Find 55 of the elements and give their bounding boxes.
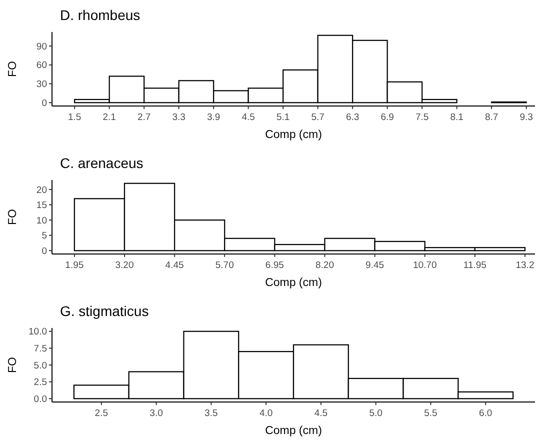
x-tick-label: 3.3 (172, 112, 186, 123)
x-tick-label: 1.5 (68, 112, 82, 123)
x-tick-label: 6.95 (265, 260, 284, 271)
y-tick-label: 2.5 (34, 377, 47, 388)
y-tick-label: 90 (36, 41, 47, 52)
x-tick-label: 8.1 (450, 112, 464, 123)
x-axis-title: Comp (cm) (265, 129, 322, 141)
x-axis-title: Comp (cm) (265, 425, 322, 437)
x-tick-label: 3.20 (115, 260, 134, 271)
x-tick-label: 5.70 (215, 260, 234, 271)
x-tick-label: 8.20 (315, 260, 334, 271)
x-tick-label: 4.5 (314, 408, 328, 419)
x-tick-label: 9.45 (366, 260, 384, 271)
y-tick-label: 0.0 (34, 394, 47, 405)
y-tick-label: 20 (36, 184, 47, 196)
y-tick-label: 5.0 (34, 360, 47, 372)
x-axis-title: Comp (cm) (265, 277, 322, 289)
y-tick-label: 10 (36, 215, 47, 226)
x-tick-label: 11.95 (463, 260, 486, 271)
x-tick-label: 2.5 (94, 408, 108, 419)
x-tick-label: 1.95 (65, 260, 84, 271)
x-tick-label: 5.0 (369, 408, 382, 419)
y-tick-label: 30 (36, 79, 47, 90)
y-axis-title: FO (7, 60, 19, 77)
x-tick-label: 10.70 (412, 260, 437, 271)
y-tick-label: 0 (42, 98, 47, 109)
x-tick-label: 6.0 (478, 408, 492, 419)
x-tick-label: 3.0 (150, 408, 163, 419)
x-tick-label: 3.9 (206, 112, 220, 123)
x-tick-label: 5.5 (424, 408, 438, 419)
x-tick-label: 4.45 (165, 260, 184, 271)
x-tick-label: 6.3 (346, 112, 360, 123)
y-tick-label: 10.0 (28, 326, 47, 338)
x-tick-label: 3.5 (204, 408, 218, 419)
y-tick-label: 0 (42, 246, 47, 257)
x-tick-label: 7.5 (415, 112, 429, 123)
x-tick-label: 5.7 (311, 112, 324, 123)
x-tick-label: 4.5 (242, 112, 255, 123)
x-tick-label: 2.1 (102, 112, 116, 123)
y-tick-label: 7.5 (34, 344, 47, 355)
y-tick-label: 15 (36, 200, 47, 212)
x-tick-label: 4.0 (259, 408, 273, 419)
y-tick-label: 60 (36, 60, 47, 72)
x-tick-label: 5.1 (276, 112, 290, 123)
x-tick-label: 6.9 (380, 112, 394, 123)
chart-title: D. rhombeus (60, 7, 140, 23)
x-tick-label: 8.7 (484, 112, 498, 123)
chart-title: G. stigmaticus (60, 303, 149, 319)
x-tick-label: 2.7 (137, 112, 151, 123)
chart-title: C. arenaceus (60, 155, 144, 171)
x-tick-label: 13.2 (516, 260, 534, 271)
y-tick-label: 5 (42, 230, 47, 242)
y-axis-title: FO (7, 356, 19, 373)
x-tick-label: 9.3 (520, 112, 533, 123)
y-axis-title: FO (7, 208, 19, 225)
